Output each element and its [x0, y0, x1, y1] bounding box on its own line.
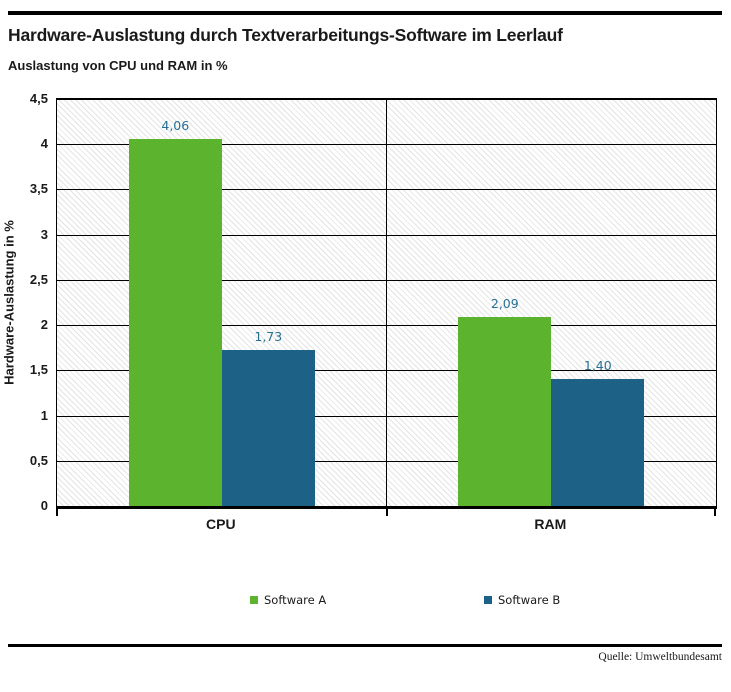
x-tick-mark	[56, 508, 58, 516]
bar-software-a-ram	[458, 317, 552, 506]
bar-value-label: 4,06	[161, 117, 190, 133]
category-divider-line	[386, 99, 387, 506]
bar-value-label: 1,40	[583, 358, 612, 374]
x-category-label-cpu: CPU	[206, 516, 236, 532]
y-tick-label: 0	[40, 498, 48, 513]
y-tick-label: 2,5	[29, 271, 48, 287]
legend-entry-software-a: Software A	[250, 593, 326, 607]
legend-swatch-icon	[250, 596, 258, 604]
x-tick-mark	[714, 508, 716, 516]
y-tick-label: 3,5	[29, 181, 48, 197]
bar-value-label: 1,73	[254, 328, 283, 344]
y-tick-label: 0,5	[29, 452, 48, 468]
y-tick-label: 3	[40, 226, 48, 242]
bar-software-a-cpu	[128, 138, 222, 506]
x-category-label-ram: RAM	[534, 516, 567, 532]
legend-entry-software-b: Software B	[484, 593, 560, 607]
source-text: Quelle: Umweltbundesamt	[598, 651, 722, 663]
y-tick-label: 1,5	[29, 362, 48, 378]
bar-software-b-cpu	[221, 349, 315, 506]
x-tick-mark	[385, 508, 388, 516]
legend-swatch-icon	[484, 596, 492, 604]
plot-area: 4,06 1,73 2,09 1,40	[56, 98, 717, 509]
legend-label: Software A	[264, 593, 327, 607]
y-tick-label: 4,5	[29, 91, 48, 106]
y-axis-title: Hardware-Auslastung in %	[1, 220, 17, 385]
bottom-rule	[8, 644, 722, 647]
legend-label: Software B	[498, 593, 561, 607]
top-rule	[8, 11, 722, 15]
chart-subtitle: Auslastung von CPU und RAM in %	[8, 58, 228, 73]
chart-title: Hardware-Auslastung durch Textverarbeitu…	[8, 25, 563, 45]
bar-value-label: 2,09	[490, 296, 519, 311]
y-tick-label: 2	[40, 317, 48, 333]
y-tick-label: 4	[40, 136, 48, 152]
bar-software-b-ram	[551, 379, 645, 506]
y-tick-label: 1	[40, 407, 48, 423]
